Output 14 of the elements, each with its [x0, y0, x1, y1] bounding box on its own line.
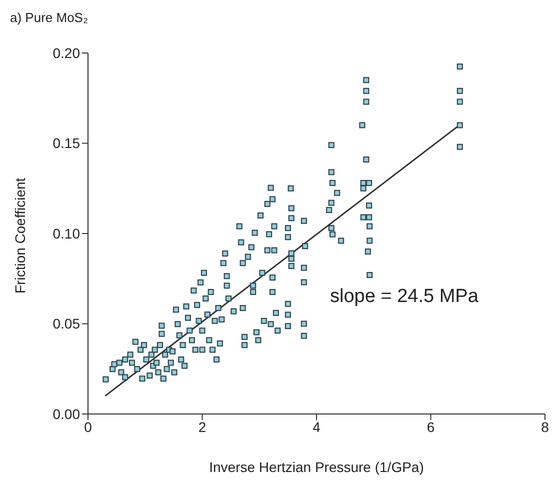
- chart-title: a) Pure MoS₂: [10, 10, 88, 25]
- x-tick-label: 2: [198, 418, 206, 435]
- x-tick-label: 8: [541, 418, 550, 435]
- y-tick-label: 0.10: [52, 225, 80, 242]
- y-tick-label: 0.20: [52, 44, 80, 61]
- x-tick-label: 4: [312, 418, 321, 435]
- y-tick-label: 0.05: [52, 316, 80, 332]
- y-axis-title: Friction Coefficient: [12, 178, 28, 294]
- x-tick-label: 0: [84, 418, 92, 435]
- x-tick-label: 6: [426, 418, 435, 435]
- annotation: slope = 24.5 MPa: [330, 286, 478, 308]
- x-axis-title: Inverse Hertzian Pressure (1/GPa): [209, 459, 424, 475]
- y-tick-label: 0.15: [52, 135, 80, 152]
- y-tick-label: 0.00: [52, 406, 80, 422]
